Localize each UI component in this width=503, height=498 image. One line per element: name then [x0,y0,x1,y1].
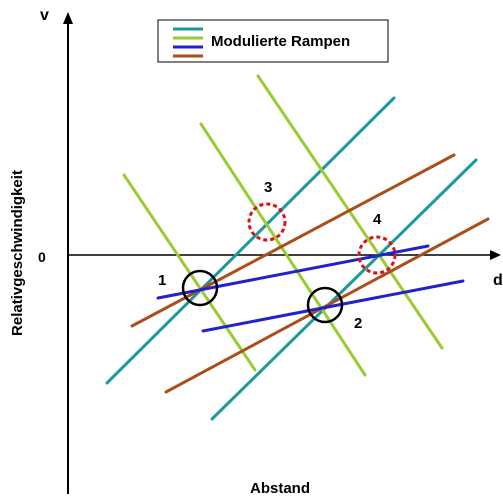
marker-label-3: 3 [264,179,272,196]
y-axis-letter: v [40,7,49,24]
blue-ramp-lines [156,244,465,333]
legend: Modulierte Rampen [157,19,389,63]
solid-marker-1 [181,269,219,307]
dashed-marker-3 [247,202,287,242]
green-ramp-line [256,74,444,350]
x-axis-letter: d [493,272,503,289]
legend-label: Modulierte Rampen [211,33,350,50]
marker-label-4: 4 [373,211,382,228]
green-ramp-lines [122,74,444,377]
brown-ramp-line [130,153,456,328]
brown-ramp-lines [130,153,490,394]
solid-marker-2 [306,286,344,324]
dashed-marker-4 [357,235,397,275]
marker-label-2: 2 [354,315,362,332]
axes [63,12,501,494]
y-axis-arrowhead [63,12,73,24]
legend-box [157,19,389,63]
zero-label: 0 [38,249,46,265]
teal-ramp-line [105,96,396,385]
intersection-markers: 1 2 3 4 [158,179,397,332]
x-axis-arrowhead [490,250,501,260]
brown-ramp-line [164,217,490,394]
teal-ramp-lines [105,96,478,421]
x-axis-title: Abstand [250,480,310,497]
y-axis-title: Relativgeschwindigkeit [9,170,26,336]
green-ramp-line [199,122,367,377]
marker-label-1: 1 [158,272,166,289]
blue-ramp-line [156,244,430,300]
green-ramp-line [122,173,257,372]
blue-ramp-line [201,279,465,333]
teal-ramp-line [210,158,478,421]
